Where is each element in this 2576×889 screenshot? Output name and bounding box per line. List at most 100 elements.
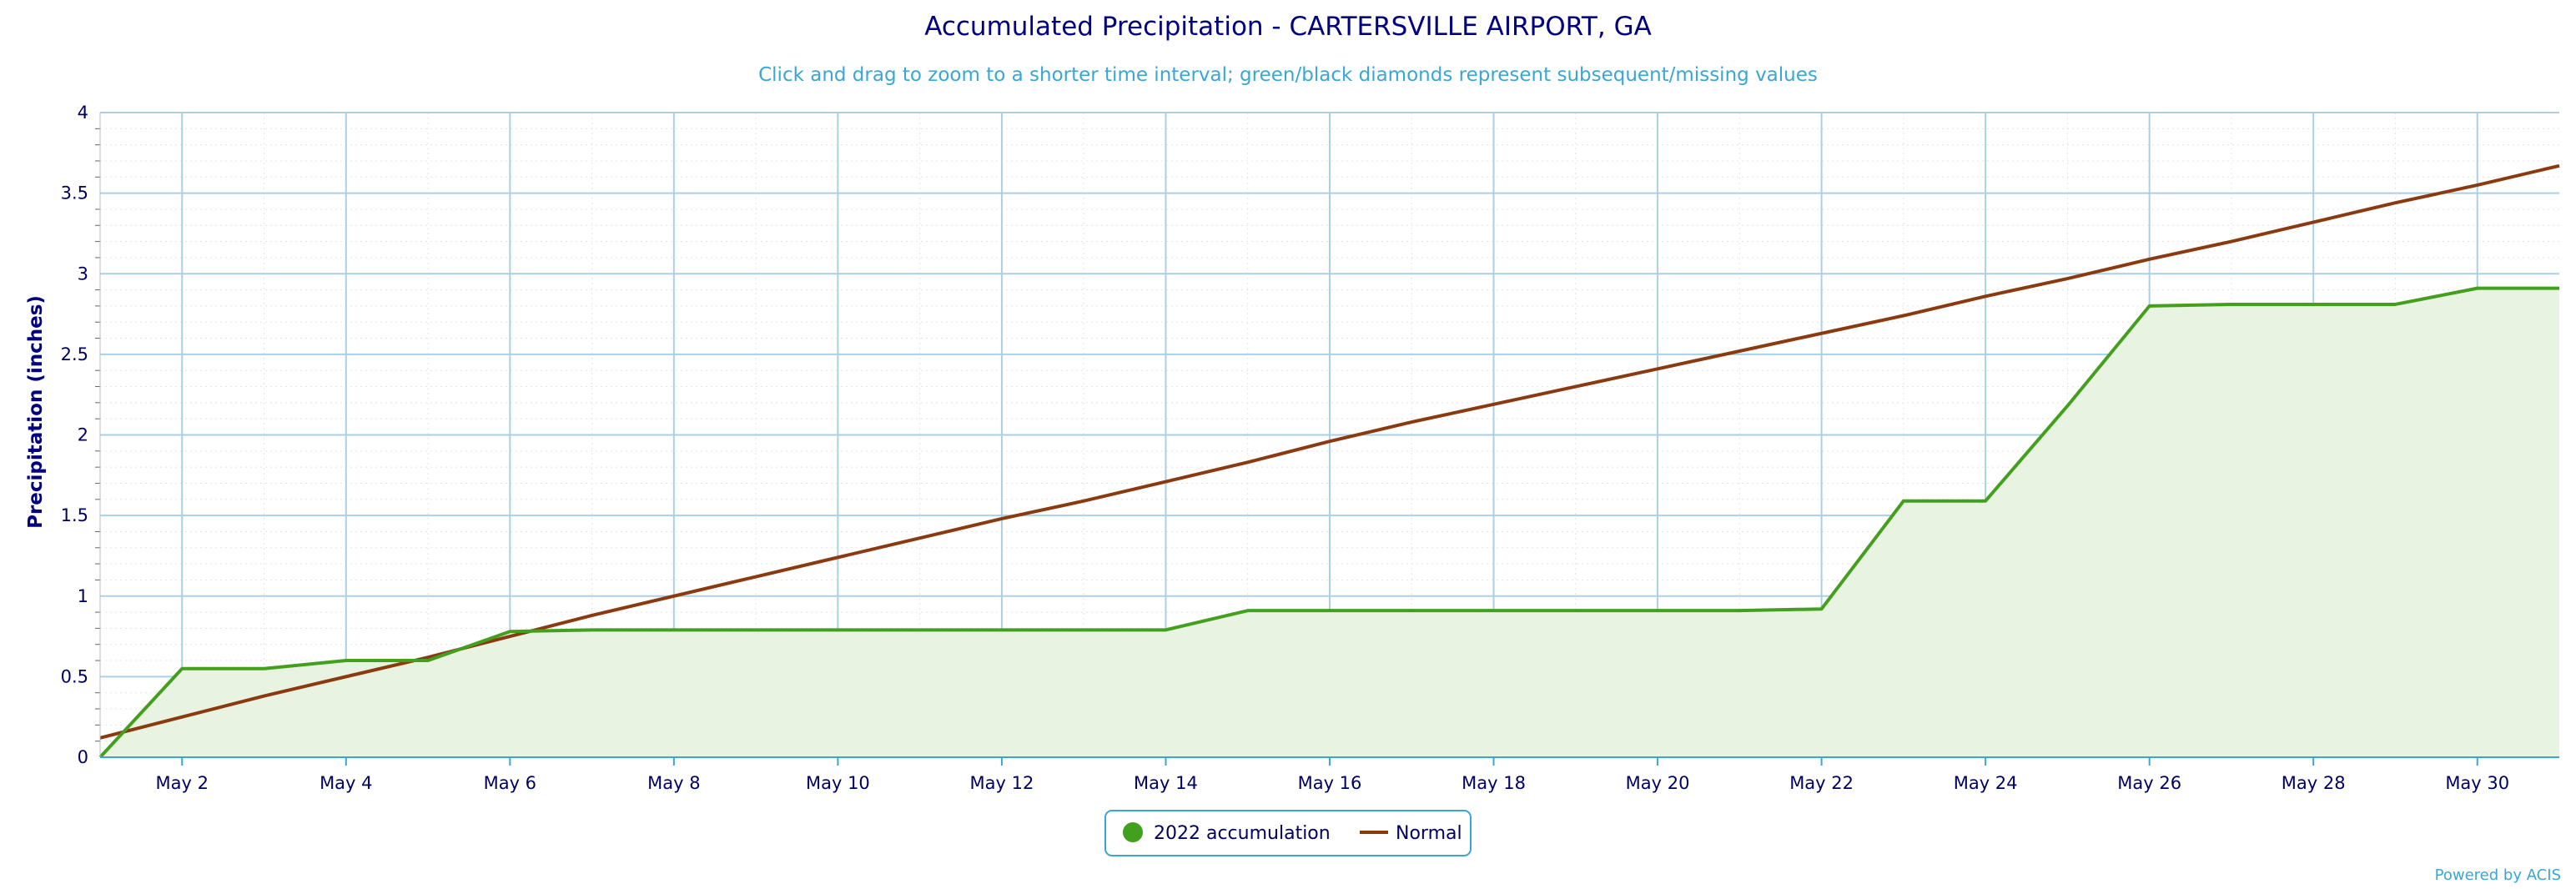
normal-point[interactable] <box>587 610 597 620</box>
y-tick-label: 1.5 <box>61 505 88 525</box>
accumulation-point[interactable] <box>833 625 843 635</box>
y-tick-label: 2.5 <box>61 344 88 364</box>
legend-label-normal: Normal <box>1396 823 1462 844</box>
minor-grid <box>95 113 2559 757</box>
normal-point[interactable] <box>259 691 269 701</box>
accumulation-line[interactable] <box>98 286 2559 759</box>
y-tick-label: 1 <box>78 586 88 606</box>
x-tick-label: May 28 <box>2282 773 2346 793</box>
accumulation-point[interactable] <box>1489 605 1499 615</box>
powered-by-credit[interactable]: Powered by ACIS <box>2435 866 2561 884</box>
y-tick-label: 2 <box>78 425 88 445</box>
normal-point[interactable] <box>1406 417 1416 427</box>
accumulation-point[interactable] <box>669 625 679 635</box>
legend[interactable]: 2022 accumulation Normal <box>1104 810 1472 856</box>
normal-point[interactable] <box>1571 382 1581 392</box>
accumulation-point[interactable] <box>2062 401 2072 411</box>
normal-point[interactable] <box>341 671 351 681</box>
legend-item-normal[interactable]: Normal <box>1360 823 1462 844</box>
accumulation-point[interactable] <box>2390 299 2400 309</box>
plot-series[interactable] <box>95 161 2564 762</box>
normal-point[interactable] <box>2062 274 2072 284</box>
accumulation-area <box>100 288 2559 758</box>
normal-point[interactable] <box>1899 310 1909 320</box>
normal-point[interactable] <box>177 712 187 722</box>
accumulation-point[interactable] <box>751 625 761 635</box>
x-tick-label: May 2 <box>156 773 209 793</box>
x-axis-ticks: May 2 May 4 May 6 May 8 May 10 May 12 May 14 Ma… <box>156 773 2510 793</box>
normal-point[interactable] <box>1734 346 1744 356</box>
normal-point[interactable] <box>1980 291 1990 301</box>
normal-point[interactable] <box>505 631 515 641</box>
normal-point[interactable] <box>1489 399 1499 409</box>
accumulation-point[interactable] <box>1243 605 1253 615</box>
y-axis-label: Precipitation (inches) <box>25 295 47 529</box>
x-tick-label: May 12 <box>970 773 1034 793</box>
x-tick-label: May 6 <box>484 773 536 793</box>
x-tick-label: May 14 <box>1134 773 1198 793</box>
normal-point[interactable] <box>1325 436 1335 446</box>
accumulation-point[interactable] <box>1571 605 1581 615</box>
chart-title: Accumulated Precipitation - CARTERSVILLE… <box>924 12 1652 42</box>
accumulation-point[interactable] <box>2145 301 2155 311</box>
normal-point[interactable] <box>423 652 433 662</box>
x-tick-label: May 24 <box>1954 773 2018 793</box>
x-tick-label: May 4 <box>319 773 372 793</box>
normal-point[interactable] <box>997 514 1007 524</box>
y-tick-label: 4 <box>78 103 88 123</box>
accumulation-point[interactable] <box>1980 496 1990 506</box>
accumulation-point[interactable] <box>2308 299 2318 309</box>
accumulation-point[interactable] <box>587 625 597 635</box>
x-tick-label: May 8 <box>647 773 700 793</box>
normal-point[interactable] <box>2390 198 2400 208</box>
accumulation-point[interactable] <box>1734 605 1744 615</box>
normal-point[interactable] <box>1079 496 1089 506</box>
normal-point[interactable] <box>2473 180 2483 190</box>
accumulation-point[interactable] <box>1817 604 1827 614</box>
accumulation-point[interactable] <box>1406 605 1416 615</box>
normal-point[interactable] <box>2226 237 2236 247</box>
legend-label-accumulation: 2022 accumulation <box>1154 823 1331 844</box>
normal-point[interactable] <box>1653 364 1663 374</box>
accumulation-point[interactable] <box>1899 496 1909 506</box>
normal-point[interactable] <box>2554 161 2564 171</box>
normal-point[interactable] <box>833 552 843 562</box>
normal-point[interactable] <box>751 572 761 582</box>
y-tick-label: 0 <box>78 747 88 767</box>
x-tick-label: May 26 <box>2117 773 2181 793</box>
normal-point[interactable] <box>915 533 925 543</box>
accumulation-point[interactable] <box>2473 284 2483 294</box>
accumulation-point[interactable] <box>915 625 925 635</box>
x-tick-label: May 18 <box>1462 773 1526 793</box>
accumulation-point[interactable] <box>2226 299 2236 309</box>
normal-line[interactable] <box>99 163 2560 740</box>
y-axis-ticks: 0 0.5 1 1.5 2 2.5 3 3.5 4 <box>61 103 88 767</box>
normal-point[interactable] <box>1817 329 1827 339</box>
x-tick-label: May 16 <box>1298 773 1362 793</box>
normal-point[interactable] <box>1243 457 1253 467</box>
normal-point[interactable] <box>2145 254 2155 264</box>
accumulation-point[interactable] <box>1653 605 1663 615</box>
accumulation-point[interactable] <box>177 664 187 674</box>
normal-point[interactable] <box>669 591 679 601</box>
accumulation-point[interactable] <box>997 625 1007 635</box>
x-tick-label: May 30 <box>2445 773 2509 793</box>
accumulation-point[interactable] <box>259 664 269 674</box>
accumulation-point[interactable] <box>1160 625 1170 635</box>
x-tick-label: May 10 <box>806 773 870 793</box>
x-tick-label: May 20 <box>1626 773 1690 793</box>
legend-box <box>1104 810 1472 856</box>
accumulation-point[interactable] <box>2554 284 2564 294</box>
axes <box>99 113 2559 766</box>
legend-item-accumulation[interactable]: 2022 accumulation <box>1123 822 1331 844</box>
accumulation-point[interactable] <box>1325 605 1335 615</box>
y-tick-label: 3.5 <box>61 183 88 203</box>
chart-subtitle: Click and drag to zoom to a shorter time… <box>758 64 1818 86</box>
accumulation-point[interactable] <box>1079 625 1089 635</box>
normal-point[interactable] <box>1160 477 1170 487</box>
y-tick-label: 0.5 <box>61 666 88 686</box>
normal-point[interactable] <box>2308 217 2318 227</box>
x-tick-label: May 22 <box>1789 773 1854 793</box>
accumulation-point[interactable] <box>341 655 351 665</box>
